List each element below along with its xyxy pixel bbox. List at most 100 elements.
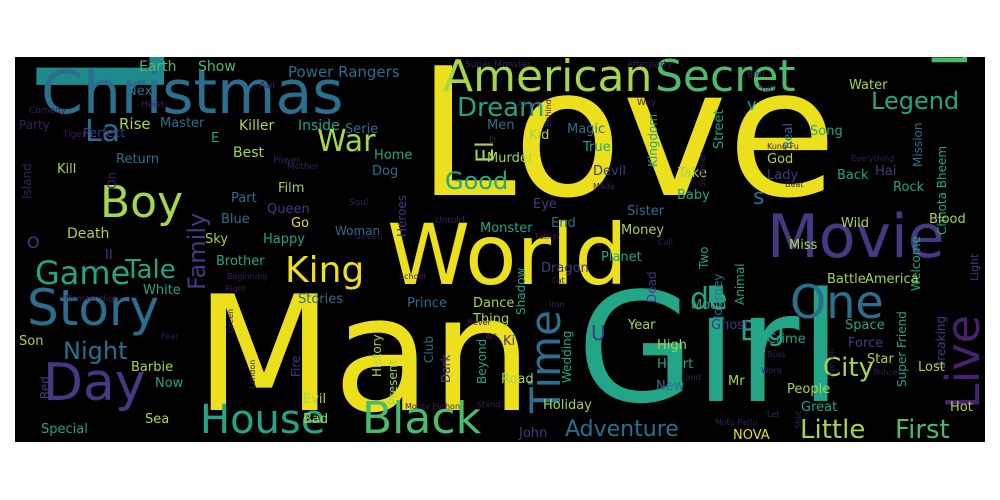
cloud-word: Take bbox=[678, 166, 707, 181]
cloud-word: War bbox=[317, 124, 376, 159]
cloud-word: Hot bbox=[950, 400, 973, 415]
cloud-word: Money bbox=[621, 223, 665, 238]
cloud-word: Dragon bbox=[541, 261, 589, 276]
cloud-word: Last bbox=[923, 57, 979, 67]
cloud-word: La bbox=[85, 114, 121, 149]
cloud-word: White bbox=[143, 283, 181, 298]
cloud-word: Animal bbox=[733, 263, 747, 305]
cloud-word: Dance bbox=[473, 296, 515, 311]
cloud-word: Best bbox=[233, 145, 265, 161]
cloud-word: Father bbox=[535, 232, 561, 241]
cloud-word: First bbox=[895, 415, 950, 442]
cloud-word: Murder bbox=[487, 151, 534, 166]
cloud-word: Sky bbox=[205, 232, 229, 247]
cloud-word: Heart bbox=[657, 357, 694, 372]
cloud-word: Beyond bbox=[475, 338, 489, 384]
cloud-word: U bbox=[591, 321, 606, 345]
cloud-word: Queen bbox=[267, 202, 310, 217]
cloud-word: Dead bbox=[645, 271, 659, 303]
cloud-word: God bbox=[767, 152, 794, 167]
cloud-word: Miss bbox=[789, 238, 818, 253]
cloud-word: Story bbox=[27, 279, 160, 337]
cloud-word: New bbox=[656, 379, 685, 394]
cloud-word: Son bbox=[19, 334, 44, 349]
cloud-word: Made bbox=[593, 182, 615, 191]
cloud-word: Game bbox=[35, 254, 131, 292]
cloud-word: Christmas bbox=[41, 58, 344, 128]
cloud-word: School bbox=[399, 272, 426, 281]
cloud-word: Inside bbox=[298, 118, 340, 134]
cloud-word: Lady bbox=[767, 168, 799, 183]
cloud-word: Dog bbox=[372, 164, 399, 179]
cloud-word: Sea bbox=[145, 412, 170, 427]
cloud-word: Bird bbox=[747, 70, 765, 80]
cloud-word: Behind bbox=[544, 99, 553, 127]
cloud-word: Tale bbox=[125, 255, 176, 285]
cloud-word: Day bbox=[43, 353, 146, 413]
cloud-word: Wedding bbox=[560, 330, 574, 383]
cloud-word: Blue bbox=[221, 212, 250, 227]
cloud-word: Princess bbox=[873, 368, 906, 377]
cloud-word: Rise bbox=[119, 115, 151, 133]
cloud-word: Monty Python bbox=[405, 402, 461, 411]
cloud-word: Super Monster bbox=[465, 60, 531, 70]
cloud-word: End bbox=[551, 216, 576, 231]
cloud-word: Film bbox=[278, 181, 305, 196]
cloud-word: Rock bbox=[893, 180, 925, 195]
cloud-word: Ghost bbox=[711, 318, 750, 333]
cloud-word: Boy bbox=[100, 177, 184, 228]
cloud-word: City bbox=[823, 353, 874, 383]
cloud-word: History bbox=[370, 334, 384, 377]
cloud-word: Barbie bbox=[131, 360, 174, 375]
cloud-word: Shot bbox=[794, 410, 803, 429]
cloud-word: American bbox=[443, 57, 653, 102]
cloud-word: O bbox=[27, 233, 40, 252]
cloud-word: Right bbox=[225, 284, 247, 293]
cloud-word: Beginning bbox=[227, 272, 268, 281]
cloud-word: Monster bbox=[480, 221, 533, 236]
cloud-word: Wild bbox=[841, 216, 870, 231]
cloud-word: Adventure bbox=[565, 417, 679, 442]
cloud-word: Water bbox=[849, 78, 888, 93]
cloud-word: Untold bbox=[435, 216, 465, 226]
cloud-word: High bbox=[657, 338, 687, 353]
cloud-word: Party bbox=[19, 118, 50, 132]
cloud-word: Hai bbox=[875, 164, 897, 179]
cloud-word: Mission bbox=[911, 122, 925, 167]
cloud-word: Stories bbox=[298, 292, 344, 307]
cloud-word: Big bbox=[740, 314, 785, 347]
cloud-word: E bbox=[211, 131, 220, 146]
cloud-word: Red bbox=[38, 376, 52, 399]
cloud-word: World bbox=[387, 206, 628, 304]
cloud-word: Master bbox=[160, 116, 205, 131]
cloud-word: Heist bbox=[141, 100, 165, 110]
cloud-word: Girl bbox=[577, 260, 842, 437]
cloud-word: Brother bbox=[216, 254, 265, 269]
cloud-word: Eye bbox=[533, 197, 557, 212]
cloud-word: Ki bbox=[503, 334, 516, 349]
cloud-word: de bbox=[690, 282, 728, 317]
cloud-word: Show bbox=[198, 59, 236, 75]
cloud-word: Mother bbox=[287, 162, 319, 172]
cloud-word: Two bbox=[697, 246, 711, 270]
cloud-word: Force bbox=[848, 336, 884, 351]
cloud-word: Land bbox=[681, 373, 701, 382]
cloud-word: v bbox=[747, 95, 757, 114]
cloud-word: D bbox=[489, 136, 496, 146]
cloud-word: Blood bbox=[929, 212, 966, 227]
word-cloud: Love Man Girl Life World Christmas Ameri… bbox=[15, 57, 985, 442]
cloud-word: Baby bbox=[677, 188, 710, 203]
cloud-word: Comedy bbox=[29, 106, 67, 116]
cloud-word: Stand bbox=[477, 400, 501, 409]
cloud-word: Earth bbox=[139, 59, 177, 75]
cloud-word: Perfect bbox=[83, 126, 126, 140]
cloud-word: Man bbox=[195, 261, 533, 442]
cloud-word: Planet bbox=[601, 250, 642, 265]
cloud-word: Bad bbox=[303, 412, 329, 427]
cloud-word: London bbox=[248, 359, 257, 389]
cloud-word: Kill bbox=[57, 162, 77, 177]
cloud-word: Movie bbox=[767, 202, 945, 272]
cloud-word: True bbox=[583, 140, 611, 155]
cloud-word: Women bbox=[827, 348, 836, 379]
cloud-word: s bbox=[753, 185, 765, 210]
